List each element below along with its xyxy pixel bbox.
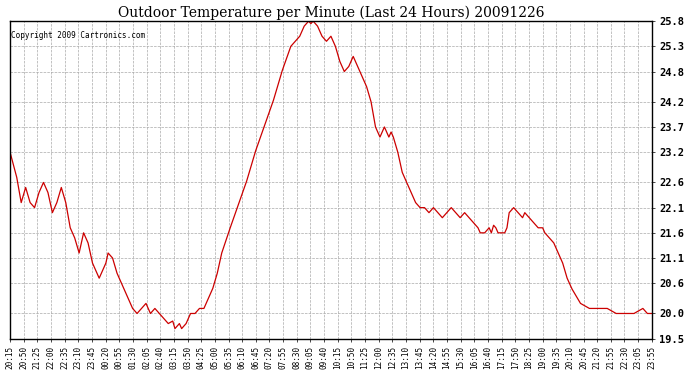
- Text: Copyright 2009 Cartronics.com: Copyright 2009 Cartronics.com: [11, 31, 146, 40]
- Title: Outdoor Temperature per Minute (Last 24 Hours) 20091226: Outdoor Temperature per Minute (Last 24 …: [118, 6, 544, 20]
